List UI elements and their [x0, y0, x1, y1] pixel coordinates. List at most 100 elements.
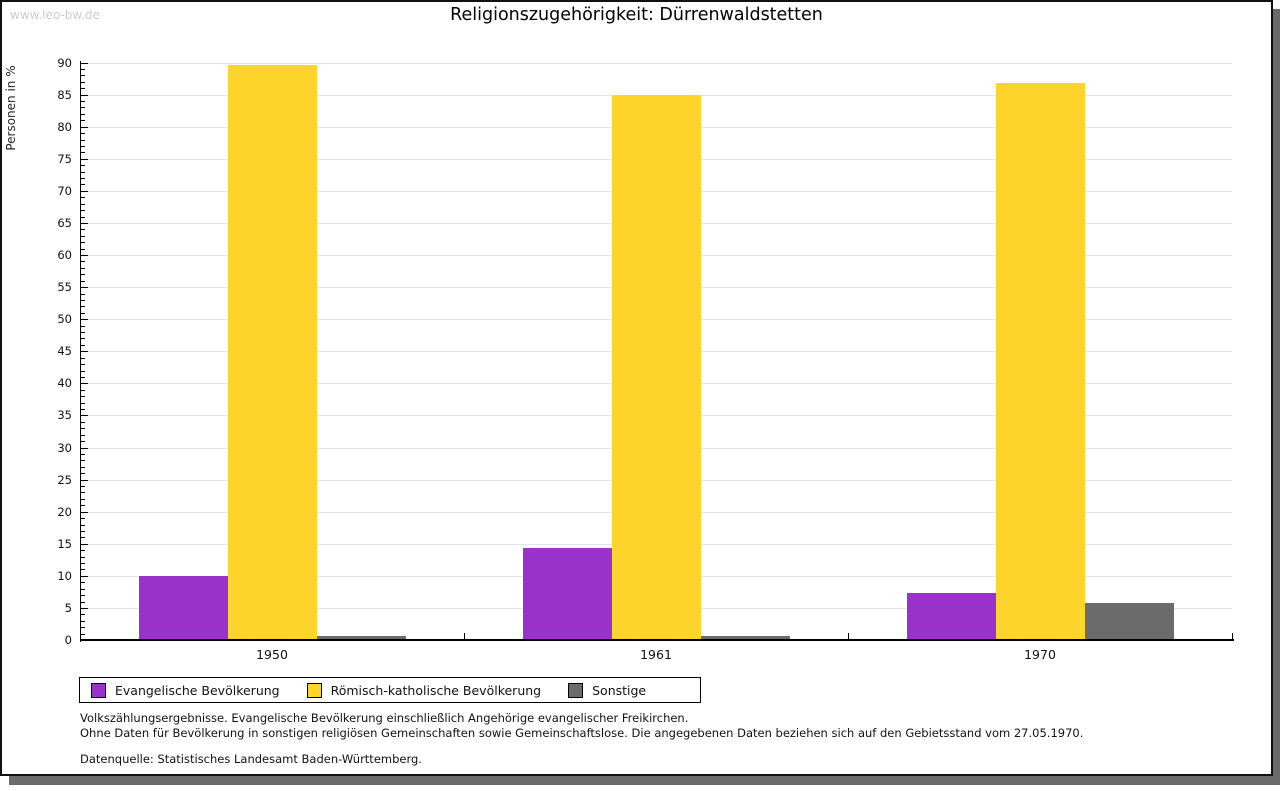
y-minor-tick-21 [81, 505, 85, 507]
y-minor-tick-53 [81, 299, 85, 301]
y-minor-tick-84 [81, 101, 85, 102]
y-minor-tick-63 [81, 235, 85, 237]
footnote-line-1: Volkszählungsergebnisse. Evangelische Be… [80, 711, 689, 725]
legend-swatch-evangelische [91, 682, 106, 698]
y-minor-tick-42 [81, 370, 85, 372]
y-minor-tick-32 [81, 434, 85, 436]
y-minor-tick-29 [81, 453, 85, 455]
y-minor-tick-49 [81, 325, 85, 327]
y-minor-tick-37 [81, 402, 85, 404]
y-tick-label-20: 20 [57, 504, 72, 519]
y-minor-tick-58 [81, 267, 85, 269]
y-minor-tick-38 [81, 396, 85, 398]
y-minor-tick-48 [81, 332, 85, 333]
y-minor-tick-11 [81, 569, 85, 571]
y-tick-label-0: 0 [64, 633, 72, 647]
x-tick-label-1961: 1961 [640, 647, 672, 662]
y-major-tick-40 [81, 383, 88, 385]
y-tick-label-5: 5 [64, 600, 72, 615]
y-major-tick-35 [81, 415, 88, 417]
y-tick-label-10: 10 [57, 568, 72, 583]
legend-label-katholische: Römisch-katholische Bevölkerung [330, 682, 542, 698]
y-minor-tick-52 [81, 306, 85, 308]
legend-label-evangelische: Evangelische Bevölkerung [115, 682, 280, 698]
y-minor-tick-41 [81, 376, 85, 378]
y-minor-tick-57 [81, 274, 85, 276]
y-minor-tick-79 [81, 133, 85, 135]
y-tick-label-25: 25 [57, 472, 72, 487]
y-minor-tick-64 [81, 229, 85, 231]
y-minor-tick-34 [81, 421, 85, 423]
y-minor-tick-59 [81, 261, 85, 263]
chart-title: Religionszugehörigkeit: Dürrenwaldstette… [450, 5, 823, 25]
bar-evangelische-bev-lkerung-1961 [522, 548, 612, 640]
y-minor-tick-16 [81, 537, 85, 539]
y-major-tick-15 [81, 543, 88, 545]
y-major-tick-65 [81, 222, 88, 224]
y-minor-tick-87 [81, 81, 85, 83]
y-tick-label-35: 35 [57, 408, 72, 423]
y-minor-tick-9 [81, 582, 85, 584]
x-axis-line [80, 639, 1234, 641]
y-minor-tick-82 [81, 113, 85, 115]
footnote-line-2: Ohne Daten für Bevölkerung in sonstigen … [80, 726, 1084, 740]
y-minor-tick-56 [81, 280, 85, 282]
y-minor-tick-86 [81, 88, 85, 90]
bar-evangelische-bev-lkerung-1950 [138, 576, 228, 640]
y-minor-tick-43 [81, 364, 85, 366]
y-tick-label-30: 30 [57, 440, 72, 455]
legend-swatch-katholische [306, 682, 322, 698]
y-minor-tick-68 [81, 203, 85, 205]
y-major-tick-30 [81, 447, 88, 449]
y-minor-tick-61 [81, 248, 85, 250]
gridline-90 [80, 62, 1232, 64]
y-minor-tick-83 [81, 107, 85, 109]
y-minor-tick-46 [81, 344, 85, 346]
y-tick-label-40: 40 [57, 376, 72, 391]
y-minor-tick-13 [81, 556, 85, 558]
y-major-tick-45 [81, 351, 88, 353]
y-tick-label-65: 65 [57, 215, 72, 230]
x-tick-label-1970: 1970 [1024, 647, 1056, 662]
y-minor-tick-23 [81, 492, 85, 494]
legend-label-sonstige: Sonstige [592, 682, 647, 698]
x-boundary-tick-2 [848, 633, 849, 640]
y-tick-label-70: 70 [57, 183, 72, 198]
x-tick-label-1950: 1950 [256, 647, 288, 662]
y-minor-tick-66 [81, 216, 85, 218]
y-major-tick-80 [81, 126, 88, 128]
y-minor-tick-39 [81, 389, 85, 391]
y-major-tick-20 [81, 511, 88, 513]
y-minor-tick-7 [81, 595, 85, 597]
y-minor-tick-2 [81, 627, 85, 629]
y-minor-tick-12 [81, 563, 85, 564]
y-minor-tick-71 [81, 184, 85, 186]
plot-area: 1950 1961 1970 0 5 10 15 20 25 30 35 40 45 50 55 60 65 70… [2, 2, 1271, 774]
y-tick-label-15: 15 [57, 536, 72, 551]
x-boundary-tick-3 [1232, 633, 1233, 640]
y-minor-tick-72 [81, 178, 85, 179]
y-major-tick-70 [81, 190, 88, 192]
y-tick-label-80: 80 [57, 119, 72, 134]
y-minor-tick-4 [81, 614, 85, 616]
y-minor-tick-17 [81, 530, 85, 532]
y-minor-tick-24 [81, 486, 85, 487]
y-minor-tick-27 [81, 466, 85, 468]
y-minor-tick-1 [81, 633, 85, 635]
legend: Evangelische Bevölkerung Römisch-katholi… [79, 677, 701, 703]
y-minor-tick-51 [81, 312, 85, 314]
y-minor-tick-67 [81, 210, 85, 212]
bar-sonstige-1950 [316, 636, 406, 640]
bar-sonstige-1961 [700, 636, 790, 640]
y-minor-tick-26 [81, 473, 85, 475]
y-major-tick-60 [81, 255, 88, 256]
y-minor-tick-6 [81, 601, 85, 603]
y-major-tick-50 [81, 319, 88, 321]
y-tick-label-90: 90 [57, 55, 72, 70]
y-minor-tick-73 [81, 171, 85, 173]
y-major-tick-90 [81, 62, 88, 64]
y-minor-tick-62 [81, 242, 85, 244]
y-minor-tick-14 [81, 550, 85, 552]
y-minor-tick-19 [81, 518, 85, 520]
y-tick-label-85: 85 [57, 87, 72, 102]
